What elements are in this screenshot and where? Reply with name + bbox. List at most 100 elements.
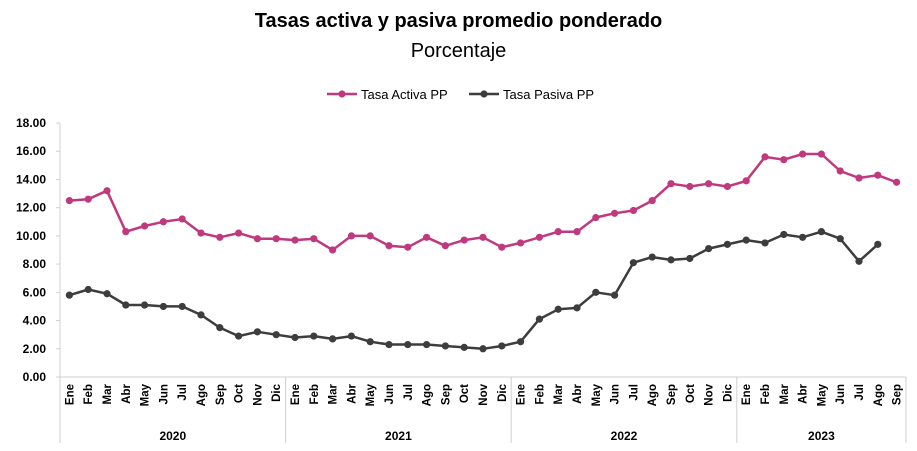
data-point <box>216 324 224 332</box>
legend-label: Tasa Activa PP <box>361 87 448 102</box>
x-tick-label-month: Dic <box>722 383 734 402</box>
data-point <box>667 180 675 188</box>
data-point <box>874 240 882 248</box>
data-point <box>874 171 882 179</box>
x-tick-label-month: Feb <box>309 384 321 404</box>
data-point <box>366 232 374 240</box>
data-point <box>347 232 355 240</box>
data-point <box>178 215 186 223</box>
data-point <box>723 240 732 248</box>
x-tick-label-month: Jun <box>835 384 847 404</box>
x-tick-label-month: Abr <box>572 383 584 403</box>
x-tick-label-month: Ago <box>422 384 434 406</box>
x-tick-label-month: Jul <box>403 384 415 401</box>
x-tick-label-month: May <box>591 383 603 406</box>
x-tick-label-month: Mar <box>328 383 340 404</box>
data-point <box>780 156 788 164</box>
legend-marker <box>338 90 346 98</box>
y-tick-label: 8.00 <box>23 257 47 271</box>
data-point <box>141 222 149 230</box>
year-label: 2021 <box>385 429 412 443</box>
data-point <box>103 290 111 298</box>
data-point <box>310 235 318 243</box>
data-point <box>723 182 732 191</box>
data-point <box>65 291 73 299</box>
data-point <box>535 233 544 241</box>
y-tick-label: 6.00 <box>23 285 47 299</box>
data-point <box>216 233 224 241</box>
legend-marker <box>480 90 488 98</box>
x-tick-label-month: Abr <box>346 383 358 403</box>
data-point <box>197 311 205 319</box>
x-tick-label-month: Jun <box>384 384 396 404</box>
data-point <box>893 178 901 186</box>
year-label: 2022 <box>611 429 638 443</box>
year-label: 2023 <box>808 429 835 443</box>
x-tick-label-month: Ene <box>516 384 528 405</box>
data-point <box>84 285 92 294</box>
data-point <box>799 233 807 241</box>
data-point <box>329 335 337 343</box>
x-tick-label-month: Mar <box>779 383 791 404</box>
data-point <box>629 206 638 215</box>
data-point <box>159 302 167 311</box>
data-point <box>253 235 261 243</box>
data-point <box>423 233 431 241</box>
data-point <box>498 243 506 251</box>
data-point <box>253 328 261 336</box>
x-tick-label-month: Ene <box>290 384 302 405</box>
y-tick-label: 2.00 <box>23 342 47 356</box>
data-point <box>404 243 412 251</box>
data-point <box>235 332 243 340</box>
data-point <box>159 218 167 226</box>
data-point <box>554 305 562 313</box>
data-point <box>780 230 788 239</box>
x-tick-label-month: Sep <box>892 384 904 405</box>
x-tick-label-month: Dic <box>497 383 509 402</box>
data-point <box>517 239 525 247</box>
data-point <box>235 229 243 237</box>
data-point <box>836 235 844 243</box>
x-tick-label-month: Ene <box>741 384 753 405</box>
x-tick-label-month: Ago <box>647 384 659 406</box>
data-point <box>329 246 337 254</box>
data-point <box>479 233 487 241</box>
data-point <box>648 197 656 205</box>
data-point <box>84 195 92 203</box>
data-point <box>836 167 844 175</box>
data-point <box>291 333 299 342</box>
data-point <box>573 304 581 312</box>
chart-subtitle: Porcentaje <box>410 40 507 62</box>
x-tick-label-month: Oct <box>234 384 246 403</box>
x-tick-label-month: Ago <box>873 384 885 406</box>
x-tick-label-month: Abr <box>798 383 810 403</box>
x-tick-label-month: Mar <box>553 383 565 404</box>
data-point <box>291 236 299 244</box>
y-tick-label: 14.00 <box>16 172 46 186</box>
data-point <box>122 228 130 236</box>
x-tick-label-month: Feb <box>83 384 95 404</box>
data-point <box>648 253 656 261</box>
year-label: 2020 <box>159 429 186 443</box>
y-tick-label: 18.00 <box>16 116 46 130</box>
data-point <box>761 153 769 161</box>
x-tick-label-month: Jul <box>628 384 640 401</box>
data-point <box>799 150 807 158</box>
x-tick-label-month: Jun <box>610 384 622 404</box>
x-tick-label-month: Oct <box>685 384 697 403</box>
data-point <box>498 342 506 350</box>
x-tick-label-month: Nov <box>252 383 264 405</box>
data-point <box>592 213 600 222</box>
data-point <box>517 338 525 346</box>
chart-title: Tasas activa y pasiva promedio ponderado <box>254 10 663 32</box>
data-point <box>178 302 186 311</box>
x-tick-label-month: Dic <box>271 383 283 402</box>
y-tick-label: 4.00 <box>23 314 47 328</box>
legend-label: Tasa Pasiva PP <box>503 87 594 102</box>
data-point <box>310 332 318 340</box>
y-tick-label: 12.00 <box>16 201 46 215</box>
x-tick-label-month: May <box>140 383 152 406</box>
data-point <box>441 342 449 350</box>
